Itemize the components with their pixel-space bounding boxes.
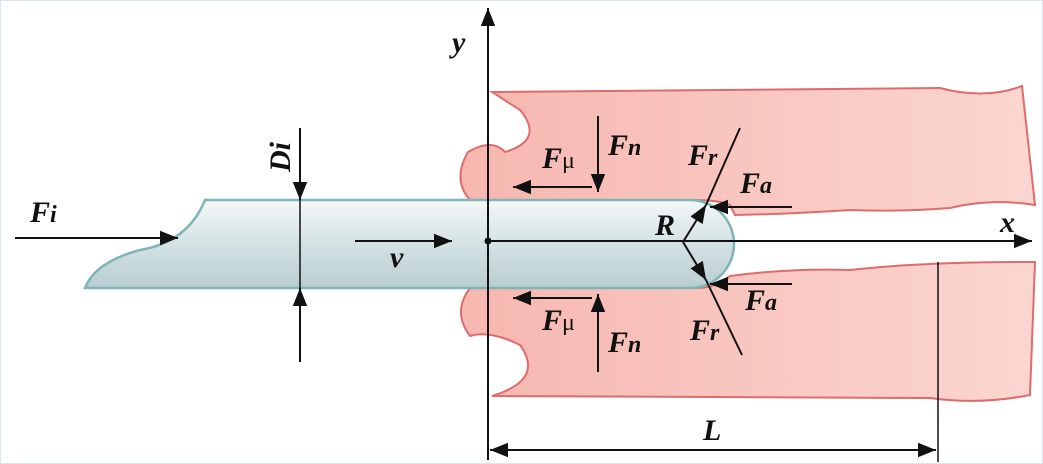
- radial-line: [705, 279, 743, 356]
- x-axis-label: x: [999, 206, 1015, 239]
- friction-label: Fμ: [541, 142, 575, 175]
- normal-label: Fn: [607, 129, 641, 162]
- radial-label: Fr: [687, 139, 718, 172]
- normal-label: Fn: [607, 326, 641, 359]
- radius-arrow: [682, 241, 707, 281]
- input-force-label: Fi: [29, 196, 57, 229]
- friction-label: Fμ: [541, 304, 575, 337]
- tube: [83, 198, 736, 290]
- origin: [484, 237, 492, 245]
- y-axis-label: y: [449, 26, 466, 59]
- radial-line: [705, 127, 741, 206]
- axial-label: Fa: [739, 167, 772, 200]
- diameter-label: Di: [264, 141, 297, 173]
- axial-label: Fa: [744, 284, 777, 317]
- radial-label: Fr: [689, 314, 720, 347]
- length-label: L: [702, 414, 721, 447]
- radius-label: R: [654, 209, 675, 242]
- radius-arrow: [682, 204, 707, 243]
- velocity-label: v: [390, 241, 404, 274]
